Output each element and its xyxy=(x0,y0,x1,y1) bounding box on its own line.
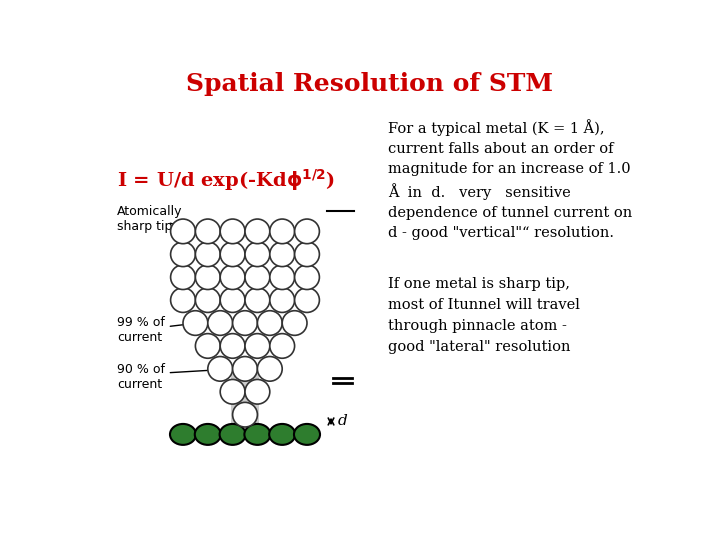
Circle shape xyxy=(195,288,220,313)
Ellipse shape xyxy=(269,424,295,445)
Text: I = U/d exp(-Kd$\mathbf{\phi}^{\mathbf{1/2}}$): I = U/d exp(-Kd$\mathbf{\phi}^{\mathbf{1… xyxy=(117,167,335,193)
Circle shape xyxy=(258,310,282,335)
Circle shape xyxy=(195,242,220,267)
Circle shape xyxy=(294,288,320,313)
Text: d: d xyxy=(337,415,347,428)
Bar xyxy=(231,366,258,427)
Circle shape xyxy=(245,380,270,404)
Circle shape xyxy=(282,310,307,335)
Circle shape xyxy=(270,219,294,244)
Circle shape xyxy=(171,265,195,289)
Circle shape xyxy=(245,265,270,289)
Circle shape xyxy=(220,219,245,244)
Text: Spatial Resolution of STM: Spatial Resolution of STM xyxy=(186,72,552,96)
Text: 90 % of
current: 90 % of current xyxy=(117,363,165,390)
Circle shape xyxy=(195,334,220,358)
Circle shape xyxy=(171,242,195,267)
Circle shape xyxy=(233,356,258,381)
Circle shape xyxy=(294,219,320,244)
Circle shape xyxy=(245,288,270,313)
Circle shape xyxy=(183,310,208,335)
Circle shape xyxy=(270,242,294,267)
Circle shape xyxy=(195,265,220,289)
Circle shape xyxy=(270,288,294,313)
Text: For a typical metal (K = 1 Å),
current falls about an order of
magnitude for an : For a typical metal (K = 1 Å), current f… xyxy=(388,119,633,240)
Circle shape xyxy=(294,242,320,267)
Circle shape xyxy=(233,310,258,335)
Circle shape xyxy=(220,380,245,404)
Text: 99 % of
current: 99 % of current xyxy=(117,316,165,345)
Circle shape xyxy=(294,265,320,289)
Circle shape xyxy=(245,242,270,267)
Circle shape xyxy=(220,288,245,313)
Circle shape xyxy=(245,219,270,244)
Circle shape xyxy=(171,219,195,244)
Ellipse shape xyxy=(244,424,271,445)
Text: If one metal is sharp tip,
most of Itunnel will travel
through pinnacle atom -
g: If one metal is sharp tip, most of Itunn… xyxy=(388,276,580,354)
Text: Atomically
sharp tip: Atomically sharp tip xyxy=(117,205,183,233)
Ellipse shape xyxy=(294,424,320,445)
Circle shape xyxy=(220,242,245,267)
Circle shape xyxy=(258,356,282,381)
Circle shape xyxy=(208,356,233,381)
Ellipse shape xyxy=(220,424,246,445)
Circle shape xyxy=(270,334,294,358)
Ellipse shape xyxy=(195,424,221,445)
Circle shape xyxy=(245,334,270,358)
Circle shape xyxy=(208,310,233,335)
Circle shape xyxy=(233,402,258,427)
Circle shape xyxy=(195,219,220,244)
Circle shape xyxy=(171,288,195,313)
Ellipse shape xyxy=(170,424,196,445)
Circle shape xyxy=(220,265,245,289)
Circle shape xyxy=(220,334,245,358)
Circle shape xyxy=(270,265,294,289)
